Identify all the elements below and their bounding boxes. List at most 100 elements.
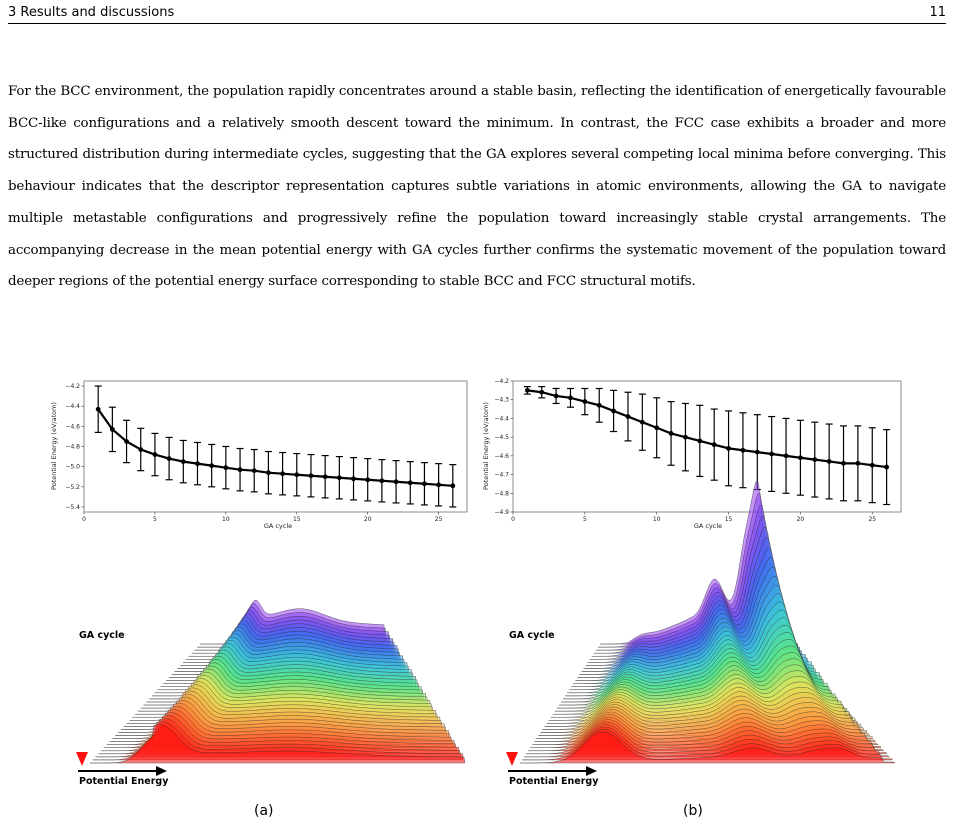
chart-b-frame [512,380,902,513]
chart-b-data-point [639,419,645,425]
chart-a-data-point [351,476,356,482]
chart-b-data-point [582,399,588,404]
chart-b-data-point [798,455,803,461]
chart-b-data-point [855,460,861,466]
chart-a-data-point [280,471,285,477]
chart-a-data-point [407,480,413,486]
ridge-b-ridge-curve [520,731,896,764]
chart-b-xtick-label: 0 [511,516,515,523]
chart-a-xtick-label: 10 [222,516,230,523]
chart-a-data-point [124,439,129,444]
chart-a-ytick-label: −5.2 [65,484,80,491]
chart-a-ytick-label: −4.4 [65,403,80,410]
chart-b-data-point [841,460,846,466]
chart-a-xtick-label: 0 [82,516,86,523]
chart-b-data-point [697,438,703,444]
chart-b-ytick-label: −4.6 [494,453,509,460]
chart-a-data-point [209,463,215,469]
caption-panel-a: (a) [254,803,274,819]
chart-b-data-point [539,389,545,395]
chart-b-data-point [711,442,717,448]
chart-b-data-point [596,402,602,408]
chart-a-ytick-label: −4.2 [65,383,80,390]
chart-a-data-point [166,456,172,461]
chart-b-series-line [527,389,887,469]
chart-a-xtick-label: 20 [364,516,372,523]
ga-cycle-label-a: GA cycle [79,630,125,641]
chart-b-data-point [754,449,760,455]
ridgeline-plot-b: GA cycle Potential Energy [506,481,896,787]
energy-label-b: Potential Energy [509,776,599,787]
body-paragraph: For the BCC environment, the population … [8,84,946,290]
ridgeline-plot-a: GA cycle Potential Energy [76,599,466,787]
chart-a-data-point [109,426,115,432]
chart-a-data-point [450,483,456,489]
chart-a-frame [83,380,468,513]
ridgeline-curves-a [90,599,466,764]
chart-a-data-point [237,467,243,473]
chart-b-data-point [783,453,789,459]
page-number: 11 [929,5,946,20]
chart-a-xtick-label: 15 [293,516,301,523]
chart-b-xtick-label: 10 [653,516,661,523]
chart-b-xtick-label: 5 [583,516,587,523]
chart-a-ytick-label: −4.8 [65,444,80,451]
caption-panel-b: (b) [683,803,703,819]
chart-b-ytick-label: −4.2 [494,378,509,385]
page-header: 3 Results and discussions 11 [8,3,946,24]
chart-a-ytick-label: −5.0 [65,464,80,471]
chart-a-data-point [393,479,399,485]
chart-b-data-point [654,425,660,431]
chart-b-data-point [826,459,832,464]
chart-a-data-point [379,478,385,484]
ridge-a-ridge-curve [90,724,466,764]
chart-b-data-point [812,457,818,462]
chart-a-data-point [223,465,229,471]
chart-b-data-point [740,447,746,453]
chart-a-ytick-label: −5.4 [65,504,80,511]
chart-a-data-point [336,475,342,481]
chart-a-data-point [266,470,271,476]
chart-b-data-point [683,434,688,440]
chart-a-ytick-label: −4.6 [65,423,80,430]
chart-b-data-point [625,414,631,419]
chart-b-data-point [869,462,875,468]
chart-a-data-point [251,468,257,474]
chart-a-data-point [195,461,200,467]
chart-b-data-point [524,387,530,393]
ga-cycle-arrow-head-b [506,752,518,766]
chart-a-data-point [95,406,101,412]
chart-a-data-point [322,474,328,480]
chart-b-data-point [553,393,559,399]
chart-b-ytick-label: −4.7 [494,472,509,479]
chart-b-ytick-label: −4.4 [494,415,509,422]
chart-b-data-point [726,445,731,451]
energy-arrow-head-b [586,766,597,776]
chart-b-ytick-label: −4.8 [494,490,509,497]
chart-b-data-point [568,395,573,401]
ga-cycle-label-b: GA cycle [509,630,555,641]
energy-label-a: Potential Energy [79,776,169,787]
section-title: 3 Results and discussions [8,5,175,20]
chart-a-ylabel: Potential Energy (eV/atom) [50,402,58,490]
chart-a-energy-vs-cycle: 0 5 10 15 20 25 −4.2 −4.4 −4.6 −4.8 −5.0 −5.2 −5.4 G… [50,380,468,530]
chart-b-data-point [611,408,616,414]
chart-b-ytick-label: −4.3 [494,397,509,404]
chart-b-xtick-label: 15 [725,516,733,523]
chart-b-ylabel: Potential Energy (eV/atom) [482,402,490,490]
chart-a-data-point [152,452,158,457]
ridgeline-curves-b [520,481,896,764]
chart-a-data-point [180,459,186,465]
chart-b-xtick-label: 25 [868,516,876,523]
energy-arrow-head-a [156,766,167,776]
ga-cycle-arrow-head-a [76,752,88,766]
chart-a-data-point [436,482,442,488]
chart-b-energy-vs-cycle: 0 5 10 15 20 25 −4.2 −4.3 −4.4 −4.5 −4.6 −4.7 −4.8 −4… [482,378,902,530]
chart-a-data-point [294,472,300,478]
chart-a-xtick-label: 5 [153,516,157,523]
chart-b-xtick-label: 20 [797,516,805,523]
chart-a-data-point [365,477,371,483]
chart-b-data-point [884,464,890,470]
chart-a-data-point [308,473,314,479]
chart-b-ytick-label: −4.5 [494,434,509,441]
